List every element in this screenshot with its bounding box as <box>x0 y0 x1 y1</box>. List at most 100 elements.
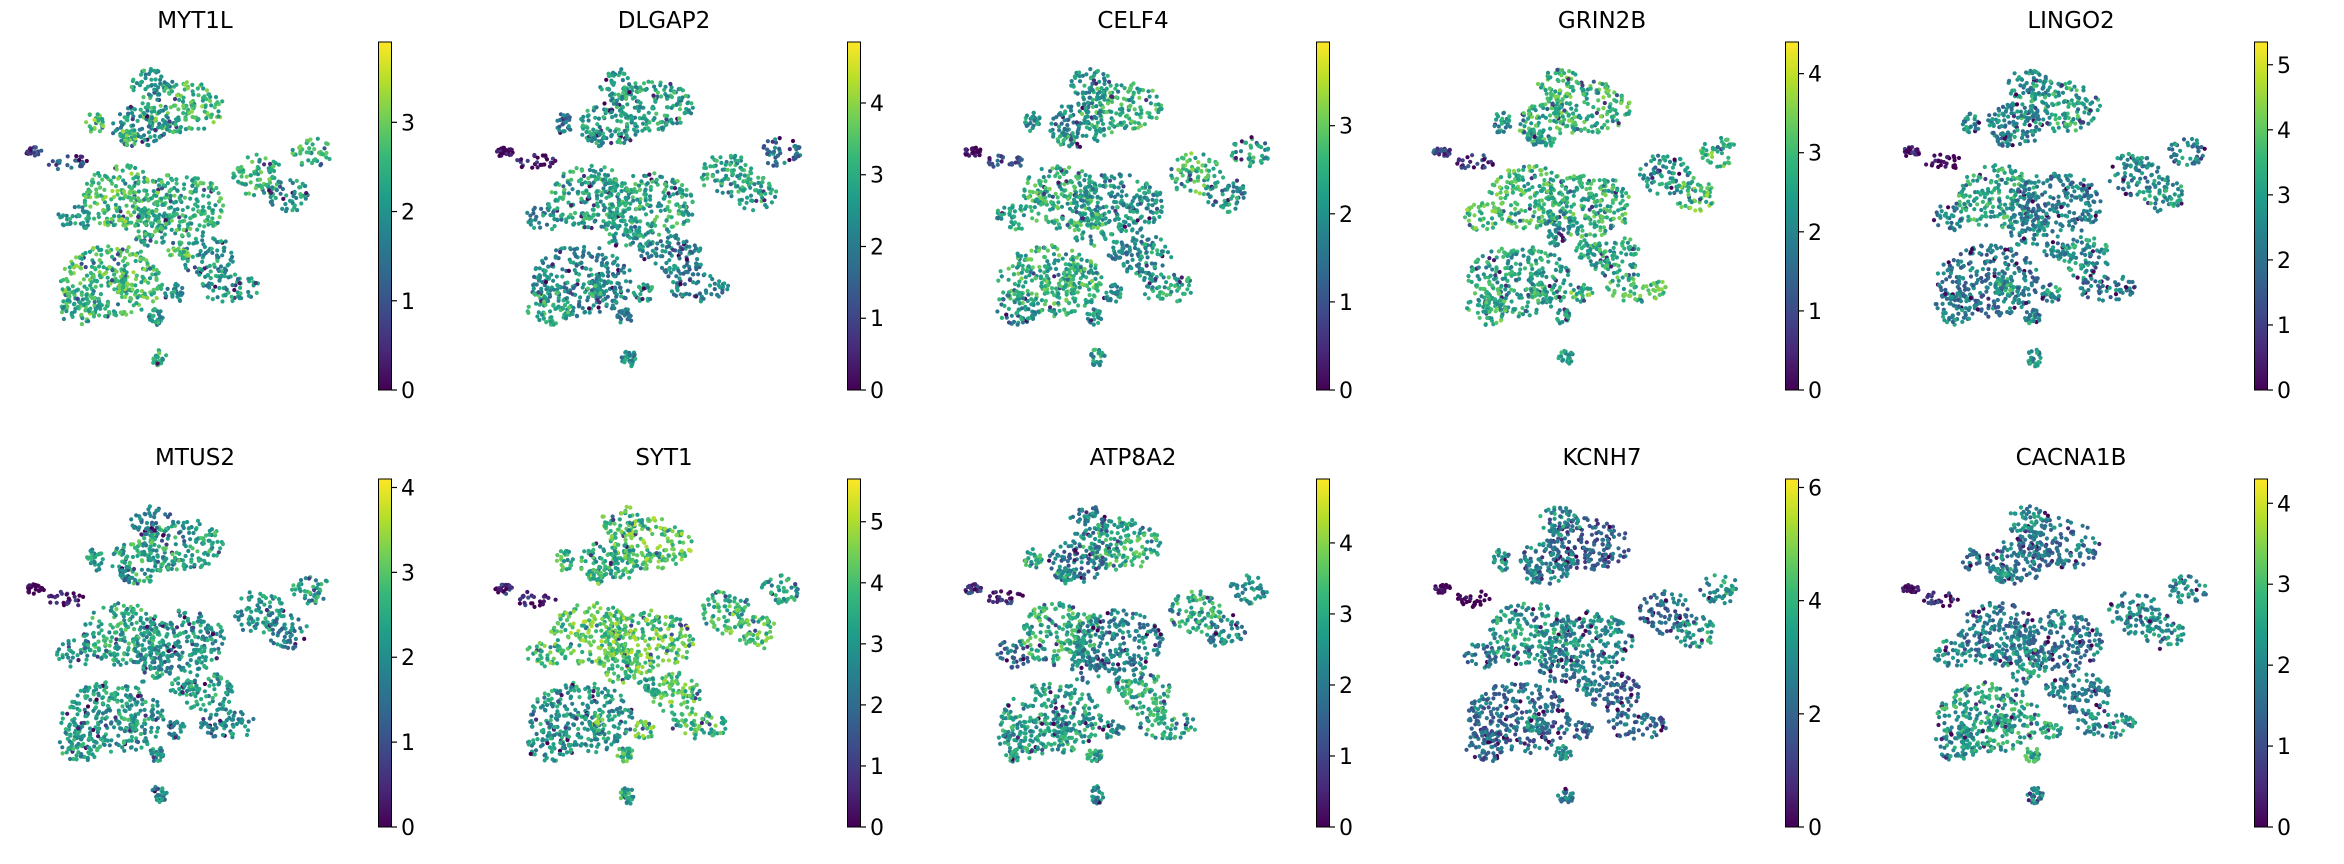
cell-point <box>111 121 115 125</box>
cell-point <box>765 205 769 209</box>
cell-point <box>125 249 129 253</box>
cell-point <box>690 251 694 255</box>
cell-point <box>65 298 69 302</box>
cell-point <box>1139 254 1143 258</box>
cell-point <box>1057 112 1061 116</box>
cell-point <box>1027 264 1031 268</box>
cell-point <box>1129 202 1133 206</box>
cell-point <box>70 290 74 294</box>
cell-point <box>1232 185 1236 189</box>
cell-point <box>1072 201 1076 205</box>
cell-point <box>144 105 148 109</box>
cell-point <box>796 154 800 158</box>
cell-point <box>659 239 663 243</box>
cell-point <box>129 221 133 225</box>
cell-point <box>1120 228 1124 232</box>
cell-point <box>611 272 615 276</box>
cell-point <box>1081 216 1085 220</box>
cell-point <box>1022 194 1026 198</box>
cell-point <box>654 247 658 251</box>
cell-point <box>595 258 599 262</box>
cell-point <box>561 174 565 178</box>
cell-point <box>604 78 608 82</box>
cell-point <box>69 166 73 170</box>
cell-point <box>537 318 541 322</box>
cell-point <box>678 205 682 209</box>
cell-point <box>215 259 219 263</box>
cell-point <box>633 81 637 85</box>
cell-point <box>65 163 69 167</box>
cell-point <box>1060 104 1064 108</box>
cell-point <box>219 208 223 212</box>
cell-point <box>1132 221 1136 225</box>
cell-point <box>129 283 133 287</box>
cell-point <box>202 127 206 131</box>
cell-point <box>675 121 679 125</box>
cell-point <box>1104 291 1108 295</box>
cell-point <box>203 245 207 249</box>
cell-point <box>1060 122 1064 126</box>
cell-point <box>1117 185 1121 189</box>
cell-point <box>729 194 733 198</box>
cell-point <box>112 175 116 179</box>
cell-point <box>1213 199 1217 203</box>
cell-point <box>570 187 574 191</box>
cell-point <box>190 178 194 182</box>
cell-point <box>168 253 172 257</box>
cell-point <box>244 182 248 186</box>
cell-point <box>708 274 712 278</box>
cell-point <box>157 312 161 316</box>
cell-point <box>1056 292 1060 296</box>
cell-point <box>547 202 551 206</box>
cell-point <box>244 192 248 196</box>
cell-point <box>568 170 572 174</box>
cell-point <box>209 269 213 273</box>
cell-point <box>702 297 706 301</box>
cell-point <box>1075 120 1079 124</box>
cell-point <box>1169 174 1173 178</box>
cell-point <box>1076 303 1080 307</box>
cell-point <box>619 310 623 314</box>
cell-point <box>557 296 561 300</box>
cell-point <box>1211 167 1215 171</box>
cell-point <box>1007 320 1011 324</box>
cell-point <box>1016 323 1020 327</box>
cell-point <box>1087 96 1091 100</box>
cell-point <box>246 277 250 281</box>
cell-point <box>1184 168 1188 172</box>
cell-point <box>582 174 586 178</box>
cell-point <box>619 107 623 111</box>
cell-point <box>128 253 132 257</box>
cell-point <box>72 302 76 306</box>
cell-point <box>196 93 200 97</box>
cell-point <box>1030 314 1034 318</box>
cell-point <box>588 168 592 172</box>
cell-point <box>155 287 159 291</box>
cell-point <box>586 225 590 229</box>
cell-point <box>1089 264 1093 268</box>
cell-point <box>206 194 210 198</box>
cell-point <box>1028 190 1032 194</box>
cell-point <box>1133 246 1137 250</box>
cell-point <box>623 181 627 185</box>
cell-point <box>638 85 642 89</box>
cell-point <box>1026 307 1030 311</box>
cell-point <box>301 182 305 186</box>
cell-point <box>128 166 132 170</box>
cell-point <box>1008 213 1012 217</box>
cell-point <box>1080 112 1084 116</box>
cell-point <box>596 253 600 257</box>
cell-point <box>548 293 552 297</box>
cell-point <box>154 117 158 121</box>
cell-point <box>660 249 664 253</box>
cell-point <box>1159 237 1163 241</box>
cell-point <box>1136 218 1140 222</box>
cell-point <box>1185 159 1189 163</box>
cell-point <box>587 118 591 122</box>
cell-point <box>1107 210 1111 214</box>
cell-point <box>1199 169 1203 173</box>
cell-point <box>188 190 192 194</box>
cell-point <box>625 311 629 315</box>
cell-point <box>1077 228 1081 232</box>
cell-point <box>1062 270 1066 274</box>
